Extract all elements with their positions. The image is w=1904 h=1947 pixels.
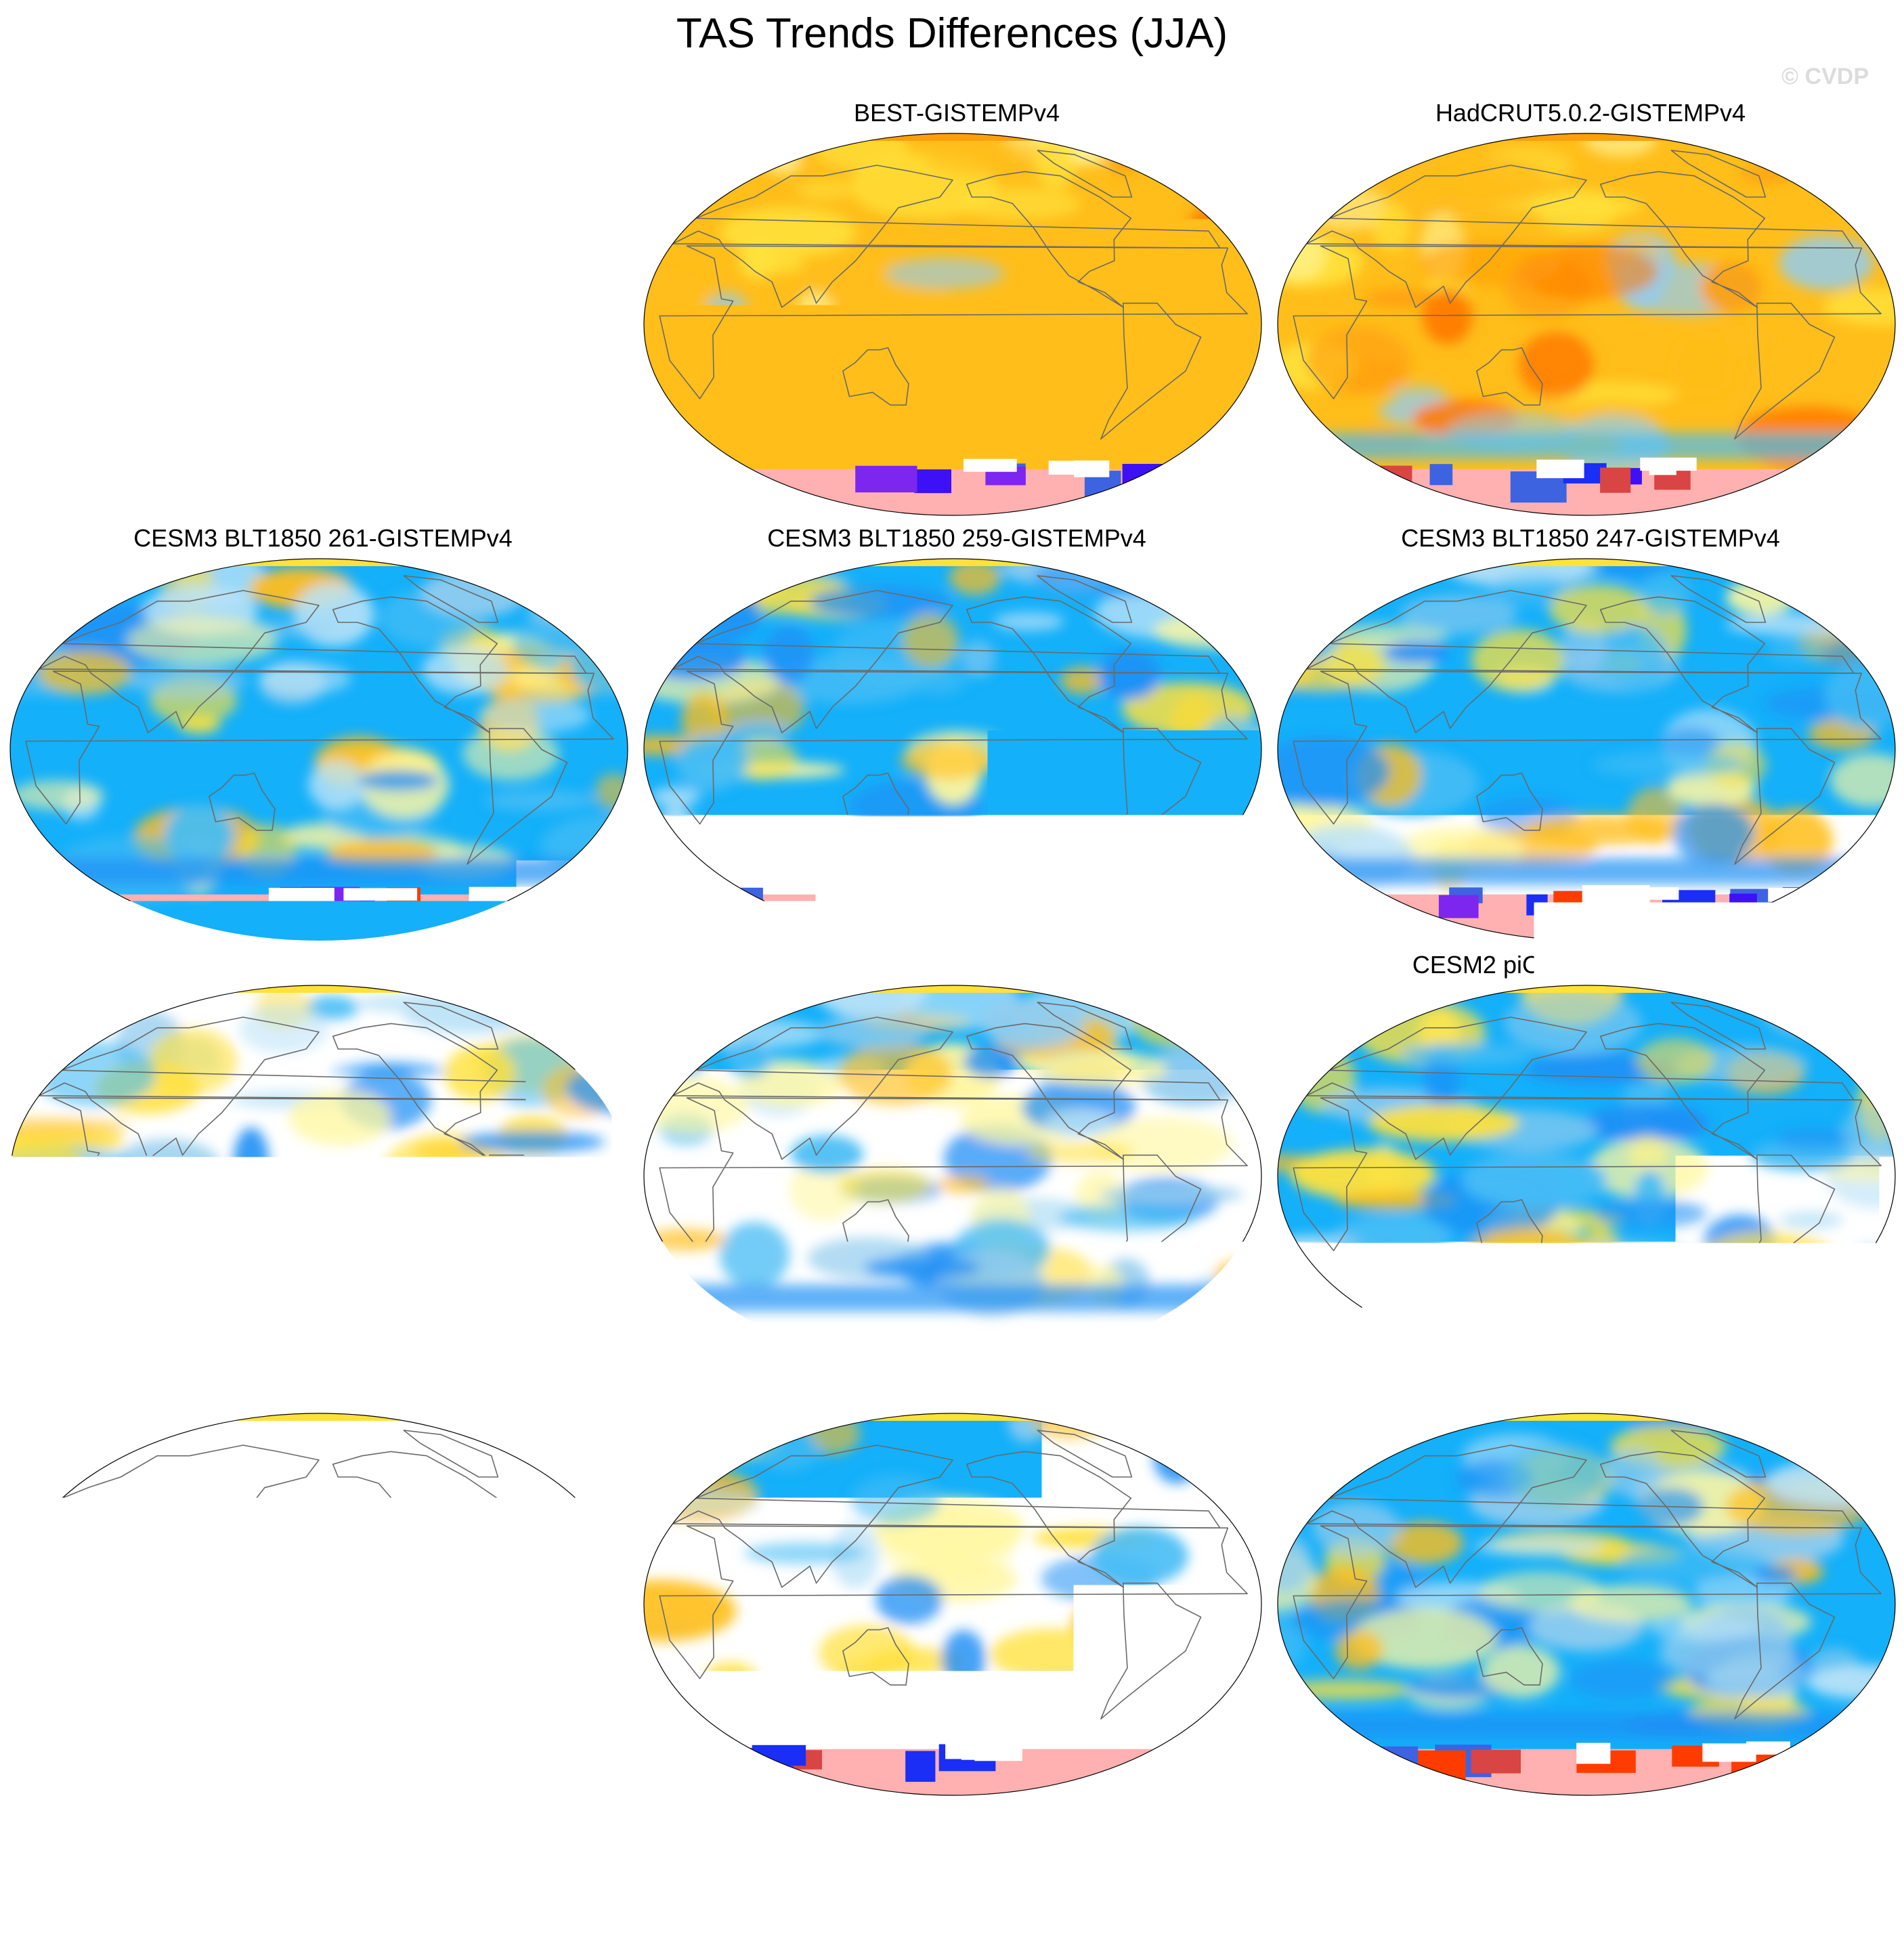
colorbar-tick-label: 4 [1341,1898,1358,1934]
map-panel: CESM2 piControl B-GISTEMPv4 [642,951,1272,1384]
panel-title: CESM2 piControl E-GISTEMPv4 [642,1379,1272,1407]
map-panel: CESM2 piControl E-GISTEMPv4 [642,1379,1272,1812]
colorbar-tick-labels: -6 -4 -2 -0.5 0 0.5 2 4 6 [297,1898,1613,1938]
panel-title: BEST-GISTEMPv4 [642,99,1272,127]
colorbar-tick-label: -6 [414,1898,442,1934]
panel-title: CESM3 BLT1850 247-GISTEMPv4 [1276,524,1904,553]
antarctica-region [642,469,1263,517]
antarctica-region [8,1321,630,1369]
colorbar-swatch [429,1864,494,1895]
robinson-map [1276,557,1897,943]
map-panel: CESM2 piControl D-GISTEMPv4 [8,1379,638,1812]
colorbar-swatch [1087,1864,1152,1895]
colorbar-swatch [626,1864,692,1895]
panel-title: CESM3 BLT1850 261-GISTEMPv4 [8,524,638,553]
colorbar-tick-label: -4 [546,1898,574,1934]
colorbar-tick-label: -2 [678,1898,706,1934]
colorbar [297,1863,1613,1896]
colorbar-swatch [297,1864,363,1895]
colorbar-tick-label: 0.5 [1064,1898,1108,1934]
map-panel: CESM2 piControl A-GISTEMPv4 [8,951,638,1384]
colorbar-swatch [823,1864,889,1895]
colorbar-swatch [1416,1864,1481,1895]
colorbar-tick-label: 0 [946,1898,964,1934]
colorbar-swatch [1547,1864,1612,1895]
map-panel: CESM3 BLT1850 261-GISTEMPv4 [8,524,638,958]
panel-title: HadCRUT5.0.2-GISTEMPv4 [1276,99,1904,127]
robinson-map [8,557,630,943]
robinson-map [642,131,1263,517]
panel-title: CESM2 piControl D-GISTEMPv4 [8,1379,638,1407]
panel-title: CESM2 piControl A-GISTEMPv4 [8,951,638,979]
panel-title: CESM2 piControl F-GISTEMPv4 [1276,1379,1904,1407]
robinson-map [1276,131,1897,517]
panel-title: CESM2 piControl C-GISTEMPv4 [1276,951,1904,979]
robinson-map [642,557,1263,943]
colorbar-swatch [494,1864,560,1895]
colorbar-swatch [1152,1864,1218,1895]
colorbar-swatch [1481,1864,1547,1895]
colorbar-swatch [758,1864,823,1895]
colorbar-swatch [363,1864,429,1895]
robinson-map [1276,983,1897,1369]
map-panel: CESM2 piControl C-GISTEMPv4 [1276,951,1904,1384]
colorbar-swatch [692,1864,758,1895]
map-panel: HadCRUT5.0.2-GISTEMPv4 [1276,99,1904,532]
cvdp-watermark: © CVDP [1781,64,1869,90]
panel-title: CESM3 BLT1850 259-GISTEMPv4 [642,524,1272,553]
map-panel: CESM3 BLT1850 247-GISTEMPv4 [1276,524,1904,958]
colorbar-tick-label: 2 [1209,1898,1227,1934]
robinson-map [8,1411,630,1797]
map-panel: BEST-GISTEMPv4 [642,99,1272,532]
colorbar-swatch [1284,1864,1349,1895]
colorbar-swatch [889,1864,955,1895]
map-panel: CESM2 piControl F-GISTEMPv4 [1276,1379,1904,1812]
map-panel: CESM3 BLT1850 259-GISTEMPv4 [642,524,1272,958]
robinson-map [642,1411,1263,1797]
main-title: TAS Trends Differences (JJA) [0,9,1904,58]
colorbar-swatch [561,1864,626,1895]
colorbar-swatch [1350,1864,1416,1895]
robinson-map [8,983,630,1369]
colorbar-swatch [1021,1864,1087,1895]
robinson-map [642,983,1263,1369]
robinson-map [1276,1411,1897,1797]
colorbar-swatch [955,1864,1021,1895]
colorbar-tick-label: -0.5 [796,1898,850,1934]
panel-title: CESM2 piControl B-GISTEMPv4 [642,951,1272,979]
colorbar-swatch [1218,1864,1284,1895]
colorbar-tick-label: 6 [1473,1898,1490,1934]
